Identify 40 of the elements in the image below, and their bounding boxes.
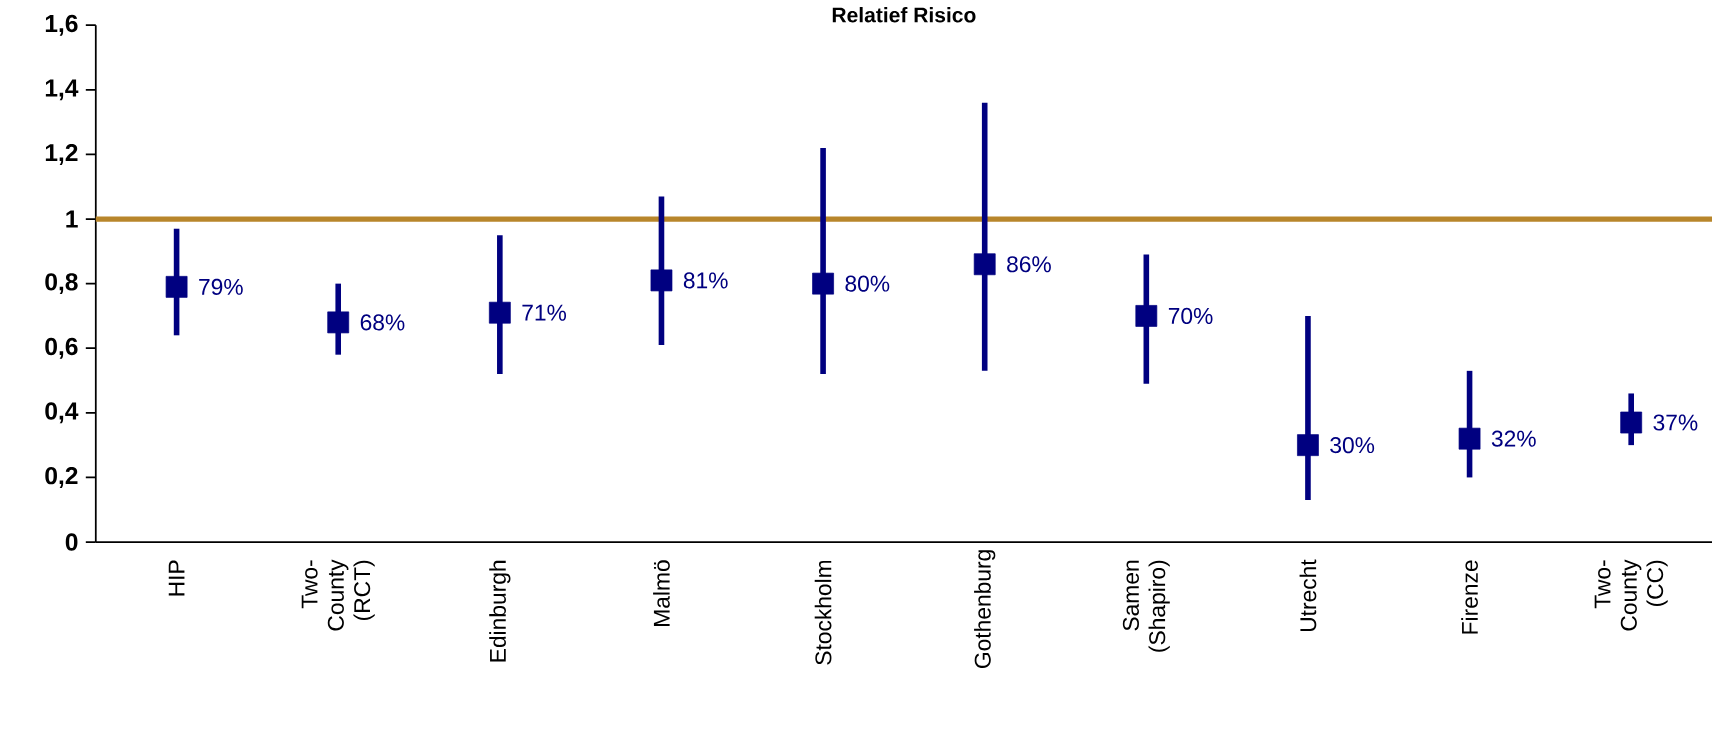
x-tick-label: Gothenburg	[974, 550, 996, 669]
data-label: 81%	[683, 272, 728, 289]
data-label: 86%	[1007, 256, 1051, 273]
y-tick-label: 1	[66, 210, 78, 228]
point	[650, 269, 673, 292]
x-tick-label: Samen (Shapiro)	[1122, 561, 1170, 652]
point	[1620, 411, 1643, 434]
data-label: 80%	[845, 275, 890, 292]
data-label: 79%	[199, 279, 243, 296]
chart-title: Relatief Risico	[832, 7, 976, 23]
y-tick-label: 0,8	[45, 273, 78, 295]
point	[488, 302, 511, 324]
x-tick-label: Edinburgh	[489, 561, 511, 662]
data-label: 30%	[1330, 437, 1375, 454]
y-tick-label: 0,6	[45, 337, 78, 359]
point	[1135, 305, 1158, 328]
x-tick-label: Firenze	[1461, 560, 1478, 634]
x-tick-label: Two-County (RCT)	[301, 559, 375, 631]
data-label: 68%	[360, 314, 405, 331]
point	[812, 272, 834, 295]
point	[973, 253, 996, 276]
y-tick-label: 0,2	[45, 467, 78, 489]
data-label: 32%	[1491, 430, 1536, 447]
y-tick-label: 1,4	[45, 79, 79, 101]
data-label: 71%	[522, 304, 567, 321]
y-tick-label: 0,4	[45, 402, 79, 424]
point	[1458, 428, 1481, 450]
data-label: 70%	[1168, 308, 1213, 325]
x-tick-label: Two-County (CC)	[1594, 559, 1668, 631]
data-label: 37%	[1653, 414, 1698, 431]
y-tick-label: 1,6	[45, 14, 78, 36]
x-tick-label: Stockholm	[814, 561, 832, 665]
y-tick-label: 0	[65, 533, 78, 551]
point	[165, 276, 188, 298]
point	[1297, 434, 1319, 457]
y-tick-label: 1,2	[45, 144, 78, 166]
x-tick-label: Malmö	[653, 560, 670, 627]
x-tick-label: HIP	[168, 560, 185, 596]
point	[327, 311, 350, 334]
x-tick-label: Utrecht	[1299, 559, 1317, 632]
